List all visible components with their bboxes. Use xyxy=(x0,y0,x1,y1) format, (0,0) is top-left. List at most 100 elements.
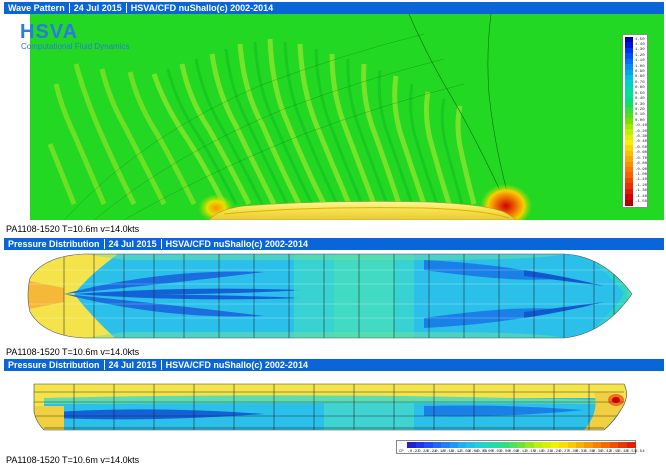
legend-label: 1.50 xyxy=(635,37,645,42)
legend-label: 0.21 xyxy=(542,450,552,454)
legend-label: 0.18 xyxy=(533,450,544,454)
legend-swatch xyxy=(576,442,585,448)
pressure-bottom-view xyxy=(4,250,664,346)
legend-swatch xyxy=(415,442,425,448)
legend-label: -1.00 xyxy=(635,172,648,177)
legend-swatch xyxy=(424,442,434,448)
legend-swatch xyxy=(609,442,619,448)
wave-pattern-panel: Wave Pattern 24 Jul 2015 HSVA/CFD nuShal… xyxy=(4,2,664,234)
legend-swatch xyxy=(625,42,633,49)
pressure-bottom-title: Pressure Distribution xyxy=(8,239,100,249)
legend-label: -0.24 xyxy=(415,450,428,454)
hull-side-surface xyxy=(34,384,627,430)
pressure-bottom-date: 24 Jul 2015 xyxy=(108,239,157,249)
legend-swatch xyxy=(592,442,602,448)
legend-swatch xyxy=(625,91,633,98)
legend-label: 0.90 xyxy=(635,70,645,75)
legend-label: 0.00 xyxy=(483,450,493,454)
legend-swatch xyxy=(625,80,633,87)
legend-label: 0.80 xyxy=(635,75,645,80)
pressure-bottom-panel: Pressure Distribution 24 Jul 2015 HSVA/C… xyxy=(0,236,666,358)
legend-swatch xyxy=(625,129,633,136)
legend-label: -0.20 xyxy=(635,129,648,134)
legend-swatch xyxy=(491,442,501,448)
kelvin-wedge-line xyxy=(408,13,505,200)
legend-label: -0.27 xyxy=(407,450,420,454)
legend-label: -0.30 xyxy=(635,135,648,140)
legend-label: 0.03 xyxy=(491,450,502,454)
legend-swatch xyxy=(584,442,594,448)
legend-label: 0.30 xyxy=(635,102,645,107)
pressure-side-title-bar: Pressure Distribution 24 Jul 2015 HSVA/C… xyxy=(4,359,664,371)
legend-label: -1.20 xyxy=(635,183,648,188)
legend-label: -0.80 xyxy=(635,162,648,167)
legend-swatch xyxy=(625,85,633,92)
frame-lines xyxy=(63,254,615,338)
legend-swatch xyxy=(601,442,611,448)
legend-label: 1.30 xyxy=(635,48,645,53)
hull-top-view xyxy=(208,201,517,221)
legend-swatch xyxy=(517,442,526,448)
legend-swatch xyxy=(625,37,633,43)
pressure-bottom-caption: PA1108-1520 T=10.6m v=14.0kts xyxy=(6,347,140,357)
legend-label: 0.30 xyxy=(567,450,578,454)
legend-swatch xyxy=(625,74,633,81)
legend-swatch xyxy=(625,188,633,195)
hsva-logo: HSVA Computational Fluid Dynamics xyxy=(20,22,130,51)
legend-swatch xyxy=(625,139,633,146)
hull-bottom-outline xyxy=(27,253,633,339)
pressure-side-credit: HSVA/CFD nuShallo(c) 2002-2014 xyxy=(165,360,308,370)
legend-label: 0.39 xyxy=(592,450,603,454)
legend-swatch xyxy=(458,442,467,448)
wave-pattern-credit: HSVA/CFD nuShallo(c) 2002-2014 xyxy=(130,3,274,13)
legend-label: -0.03 xyxy=(474,450,487,454)
legend-swatch xyxy=(625,183,633,190)
pressure-side-caption: PA1108-1520 T=10.6m v=14.0kts xyxy=(6,455,140,465)
legend-label: 0.27 xyxy=(559,450,569,454)
legend-swatch xyxy=(625,96,633,103)
wave-pattern-title: Wave Pattern xyxy=(8,3,65,13)
hull-side-outline xyxy=(33,383,627,431)
legend-label: -0.10 xyxy=(635,124,648,129)
legend-swatch xyxy=(550,442,560,448)
legend-label: 0.12 xyxy=(517,450,527,454)
legend-label: 0.09 xyxy=(508,450,519,454)
legend-label: -0.15 xyxy=(441,450,454,454)
title-separator xyxy=(125,3,127,13)
pressure-legend-scale: CP -0.27 -0.24 -0.21 -0.18 -0.15 -0.12 -0.09 -0.… xyxy=(399,442,645,454)
legend-label: 0.51 xyxy=(626,450,637,454)
legend-swatch xyxy=(449,442,459,448)
legend-label: -1.50 xyxy=(635,200,648,205)
legend-swatch xyxy=(625,58,633,65)
legend-swatch xyxy=(407,442,417,448)
legend-swatch xyxy=(483,442,493,448)
legend-swatch xyxy=(625,134,633,141)
brand-subtitle: Computational Fluid Dynamics xyxy=(21,42,130,51)
legend-swatch xyxy=(525,442,535,448)
legend-swatch xyxy=(625,102,633,109)
legend-label: 0.45 xyxy=(609,450,620,454)
wave-troughs xyxy=(166,41,464,205)
legend-swatch xyxy=(432,442,442,448)
legend-swatch xyxy=(533,442,543,448)
sea-surface xyxy=(30,14,664,220)
legend-swatch xyxy=(625,69,633,76)
legend-label: -0.40 xyxy=(635,140,648,145)
legend-swatch xyxy=(625,172,633,179)
legend-swatch xyxy=(625,199,633,206)
wave-pattern-caption: PA1108-1520 T=10.6m v=14.0kts xyxy=(6,224,140,234)
legend-label: 1.00 xyxy=(635,64,645,69)
legend-label: 0.60 xyxy=(635,86,645,91)
legend-label: -0.60 xyxy=(635,151,648,156)
legend-label: 0.00 xyxy=(635,118,645,123)
legend-label: 1.20 xyxy=(635,53,645,58)
side-frame-lines xyxy=(73,384,590,430)
legend-label: 0.42 xyxy=(601,450,611,454)
legend-swatch xyxy=(625,145,633,152)
legend-label: -1.40 xyxy=(635,194,648,199)
legend-swatch xyxy=(441,442,451,448)
legend-label: -0.09 xyxy=(458,450,471,454)
legend-label: -1.30 xyxy=(635,189,648,194)
legend-swatch xyxy=(559,442,569,448)
pressure-bottom-title-bar: Pressure Distribution 24 Jul 2015 HSVA/C… xyxy=(4,238,664,250)
